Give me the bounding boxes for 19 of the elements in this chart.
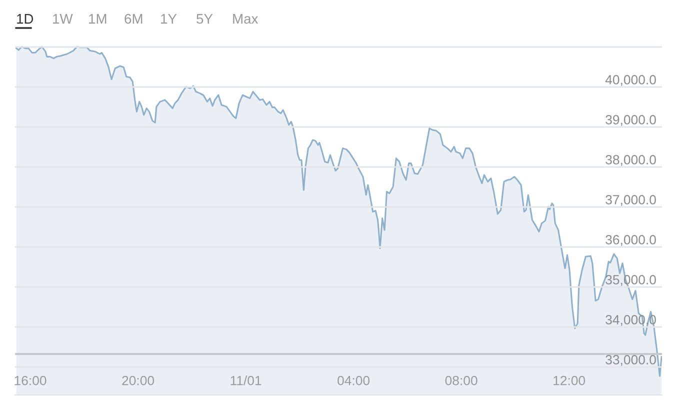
text: Max [233, 14, 258, 24]
text: 1Y [161, 14, 177, 24]
y-tick-label: 40,000.0 [605, 75, 656, 86]
x-tick-label: 11/01 [230, 376, 262, 386]
x-tick-label: 08:00 [445, 376, 478, 386]
x-tick-label: 04:00 [338, 376, 370, 386]
text: 5Y [196, 14, 213, 24]
y-tick-label: 38,000.0 [606, 155, 656, 166]
x-tick-label: 12:00 [554, 376, 586, 386]
text: 1D [17, 14, 34, 24]
x-tick-label: 16:00 [14, 376, 46, 386]
y-tick-label: 39,000.0 [606, 115, 656, 126]
text: 1W [53, 14, 73, 24]
text: 1M [89, 14, 106, 24]
y-tick-label: 36,000.0 [606, 235, 656, 246]
text: 6M [124, 14, 142, 24]
y-tick-label: 33,000.0 [606, 355, 656, 366]
y-tick-label: 37,000.0 [606, 195, 656, 206]
x-tick-label: 20:00 [122, 376, 154, 386]
